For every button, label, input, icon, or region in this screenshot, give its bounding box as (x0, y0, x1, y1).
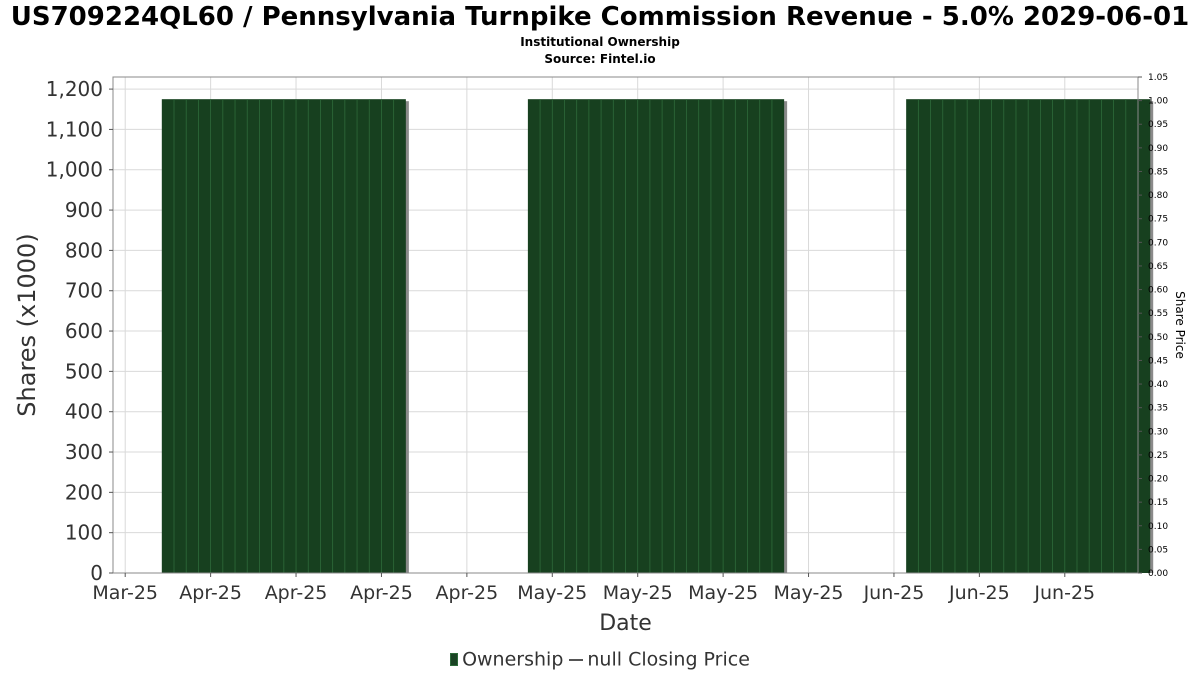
y2-tick-label: 0.00 (1148, 569, 1168, 579)
y2-tick-label: 0.65 (1148, 262, 1168, 272)
y-tick-label: 500 (65, 359, 103, 383)
x-tick-label: May-25 (688, 582, 758, 604)
y2-tick-label: 0.20 (1148, 475, 1168, 485)
chart-subtitle: Institutional Ownership (520, 35, 680, 49)
y-tick-label: 800 (65, 238, 103, 262)
y-tick-label: 100 (65, 521, 103, 545)
y2-tick-label: 0.50 (1148, 333, 1168, 343)
y2-tick-label: 1.05 (1148, 73, 1168, 83)
y2-tick-label: 0.10 (1148, 522, 1168, 532)
ownership-bar (527, 99, 785, 573)
x-tick-label: May-25 (517, 582, 587, 604)
y2-tick-label: 0.40 (1148, 380, 1168, 390)
y2-axis-label: Share Price (1173, 291, 1187, 359)
x-tick-label: May-25 (603, 582, 673, 604)
y2-tick-label: 0.85 (1148, 167, 1168, 177)
y2-tick-label: 0.25 (1148, 451, 1168, 461)
y2-tick-label: 0.45 (1148, 356, 1168, 366)
y-tick-label: 1,200 (46, 77, 103, 101)
y2-tick-label: 0.75 (1148, 215, 1168, 225)
ownership-legend-swatch (450, 653, 459, 666)
y2-tick-label: 0.70 (1148, 238, 1168, 248)
x-tick-label: Jun-25 (863, 582, 925, 604)
y2-tick-label: 0.60 (1148, 286, 1168, 296)
x-tick-label: Apr-25 (265, 582, 328, 604)
y2-tick-label: 0.55 (1148, 309, 1168, 319)
y2-tick-label: 0.05 (1148, 545, 1168, 555)
y-tick-label: 0 (90, 561, 103, 585)
x-axis-label: Date (599, 611, 652, 636)
y-tick-label: 1,100 (46, 117, 103, 141)
y2-tick-label: 0.35 (1148, 404, 1168, 414)
x-tick-label: Apr-25 (179, 582, 242, 604)
y2-tick-label: 1.00 (1148, 97, 1168, 107)
y-tick-label: 400 (65, 400, 103, 424)
ownership-legend-label: Ownership (462, 648, 564, 671)
x-tick-label: Mar-25 (92, 582, 158, 604)
y-tick-label: 600 (65, 319, 103, 343)
x-tick-label: Jun-25 (1033, 582, 1095, 604)
chart-legend: Ownership null Closing Price (0, 648, 1200, 671)
y-tick-label: 700 (65, 279, 103, 303)
y2-tick-label: 0.15 (1148, 498, 1168, 508)
y-tick-label: 200 (65, 480, 103, 504)
x-tick-label: May-25 (774, 582, 844, 604)
plot-border (112, 76, 1139, 574)
price-legend-label: null Closing Price (587, 648, 750, 671)
chart-source: Source: Fintel.io (544, 52, 656, 66)
chart-title: US709224QL60 / Pennsylvania Turnpike Com… (10, 2, 1190, 32)
y-axis-label: Shares (x1000) (13, 233, 41, 416)
x-tick-label: Apr-25 (436, 582, 499, 604)
x-tick-label: Apr-25 (350, 582, 413, 604)
x-tick-label: Jun-25 (948, 582, 1010, 604)
y-tick-label: 1,000 (46, 158, 103, 182)
y-tick-label: 300 (65, 440, 103, 464)
y2-tick-label: 0.30 (1148, 427, 1168, 437)
price-legend-line (569, 658, 584, 661)
y2-tick-label: 0.95 (1148, 120, 1168, 130)
y2-tick-label: 0.90 (1148, 144, 1168, 154)
y-tick-label: 900 (65, 198, 103, 222)
y2-tick-label: 0.80 (1148, 191, 1168, 201)
